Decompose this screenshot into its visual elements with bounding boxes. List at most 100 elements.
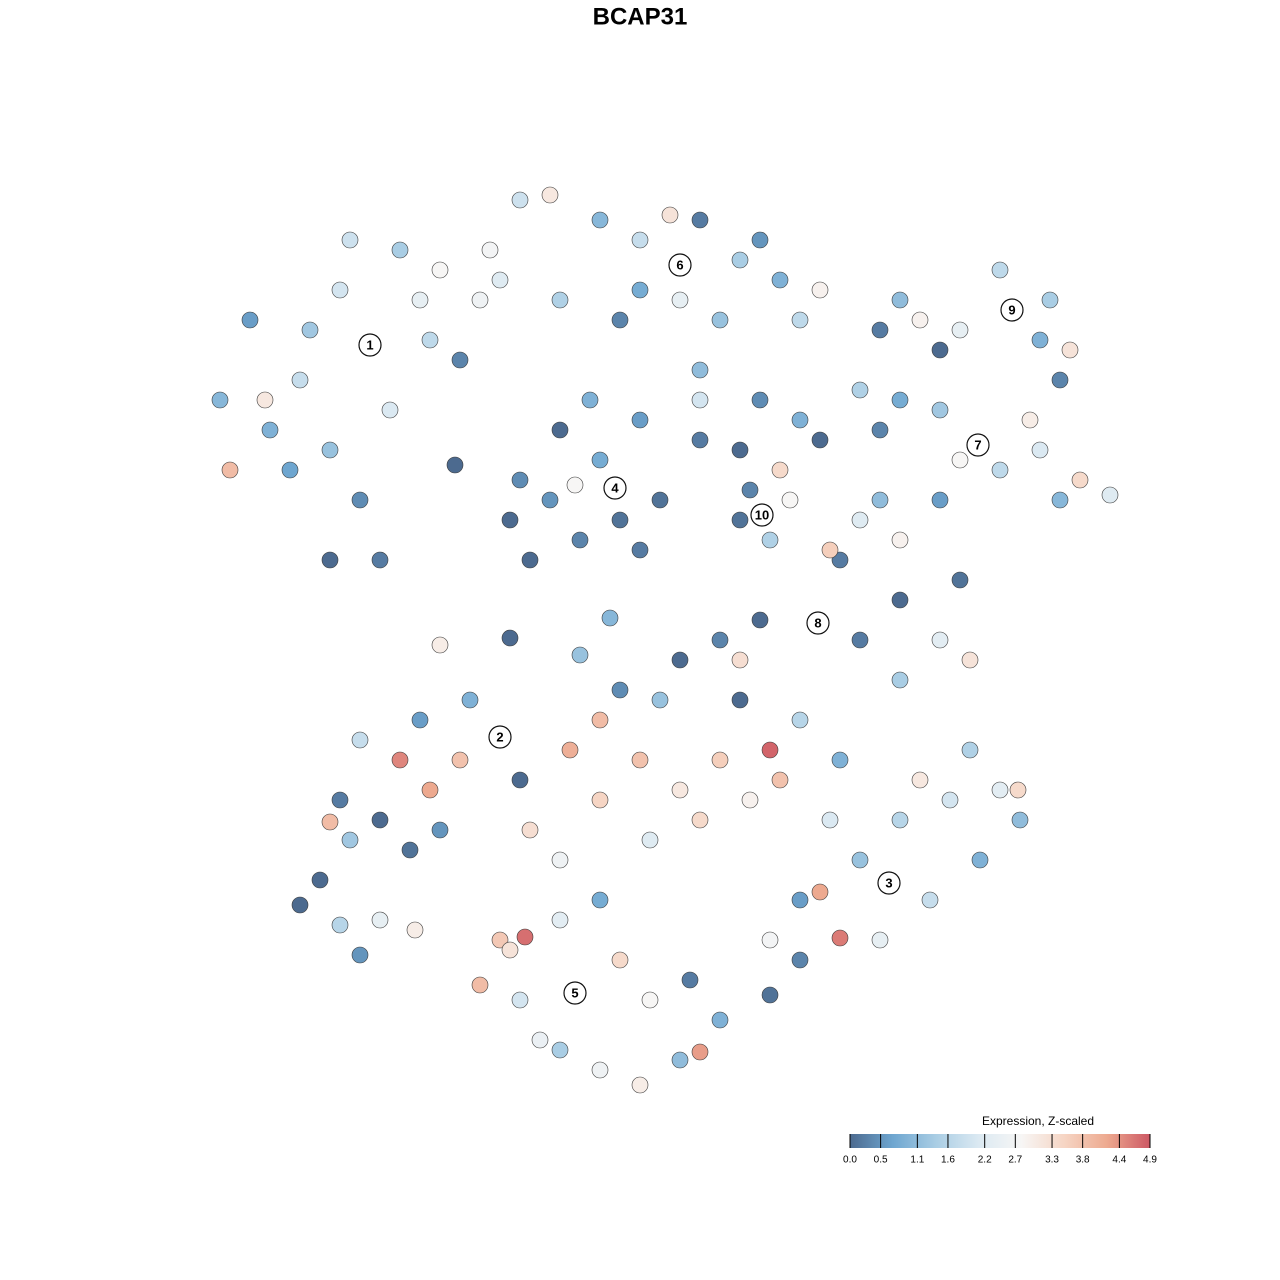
point bbox=[411, 711, 429, 729]
point bbox=[691, 1043, 709, 1061]
point bbox=[301, 321, 319, 339]
point bbox=[381, 401, 399, 419]
point bbox=[951, 451, 969, 469]
point bbox=[951, 321, 969, 339]
cluster-label: 2 bbox=[496, 729, 503, 744]
point bbox=[371, 911, 389, 929]
point bbox=[751, 391, 769, 409]
point bbox=[711, 1011, 729, 1029]
cluster-label: 3 bbox=[885, 875, 892, 890]
point bbox=[451, 751, 469, 769]
point bbox=[561, 741, 579, 759]
point bbox=[1101, 486, 1119, 504]
cluster-label: 8 bbox=[814, 615, 821, 630]
point bbox=[891, 391, 909, 409]
point bbox=[551, 1041, 569, 1059]
cluster-label: 4 bbox=[611, 480, 619, 495]
point bbox=[1061, 341, 1079, 359]
point bbox=[351, 491, 369, 509]
point bbox=[431, 821, 449, 839]
colorbar-tick-label: 1.6 bbox=[941, 1155, 955, 1166]
point bbox=[491, 271, 509, 289]
point bbox=[351, 731, 369, 749]
point bbox=[691, 811, 709, 829]
point bbox=[591, 211, 609, 229]
cluster-label: 6 bbox=[676, 257, 683, 272]
point bbox=[431, 636, 449, 654]
point bbox=[1071, 471, 1089, 489]
point bbox=[431, 261, 449, 279]
point bbox=[891, 671, 909, 689]
point bbox=[991, 461, 1009, 479]
point bbox=[401, 841, 419, 859]
point bbox=[391, 751, 409, 769]
colorbar-tick-label: 4.4 bbox=[1112, 1155, 1126, 1166]
point bbox=[341, 231, 359, 249]
point bbox=[631, 231, 649, 249]
chart-title: BCAP31 bbox=[593, 3, 688, 30]
point bbox=[371, 811, 389, 829]
point bbox=[661, 206, 679, 224]
point bbox=[631, 1076, 649, 1094]
point bbox=[451, 351, 469, 369]
point bbox=[991, 781, 1009, 799]
point bbox=[1011, 811, 1029, 829]
point bbox=[631, 411, 649, 429]
point bbox=[751, 611, 769, 629]
point bbox=[641, 831, 659, 849]
cluster-badge bbox=[603, 476, 627, 500]
point bbox=[651, 691, 669, 709]
point bbox=[516, 928, 534, 946]
point bbox=[851, 851, 869, 869]
point bbox=[311, 871, 329, 889]
point bbox=[731, 691, 749, 709]
point bbox=[691, 391, 709, 409]
point bbox=[481, 241, 499, 259]
point bbox=[391, 241, 409, 259]
point bbox=[501, 629, 519, 647]
point bbox=[291, 371, 309, 389]
cluster-label: 7 bbox=[974, 437, 981, 452]
point bbox=[711, 751, 729, 769]
point bbox=[821, 811, 839, 829]
point bbox=[371, 551, 389, 569]
point bbox=[446, 456, 464, 474]
cluster-badge bbox=[750, 503, 774, 527]
cluster-badge bbox=[806, 611, 830, 635]
point bbox=[731, 511, 749, 529]
point bbox=[691, 431, 709, 449]
point bbox=[256, 391, 274, 409]
point bbox=[991, 261, 1009, 279]
point bbox=[341, 831, 359, 849]
point bbox=[821, 541, 839, 559]
point bbox=[591, 451, 609, 469]
point bbox=[851, 381, 869, 399]
point bbox=[791, 891, 809, 909]
point bbox=[891, 591, 909, 609]
cluster-badge bbox=[358, 333, 382, 357]
point bbox=[941, 791, 959, 809]
point bbox=[831, 929, 849, 947]
point bbox=[791, 411, 809, 429]
point bbox=[331, 791, 349, 809]
cluster-label: 1 bbox=[366, 337, 373, 352]
point bbox=[631, 541, 649, 559]
point bbox=[931, 631, 949, 649]
point bbox=[871, 321, 889, 339]
point bbox=[771, 271, 789, 289]
point bbox=[261, 421, 279, 439]
cluster-badge bbox=[668, 253, 692, 277]
point bbox=[211, 391, 229, 409]
point bbox=[681, 971, 699, 989]
point bbox=[551, 911, 569, 929]
points bbox=[211, 186, 1119, 1094]
cluster-label: 5 bbox=[571, 985, 578, 1000]
point bbox=[511, 771, 529, 789]
point bbox=[241, 311, 259, 329]
point bbox=[421, 331, 439, 349]
point bbox=[571, 531, 589, 549]
point bbox=[671, 651, 689, 669]
point bbox=[811, 281, 829, 299]
point bbox=[521, 551, 539, 569]
